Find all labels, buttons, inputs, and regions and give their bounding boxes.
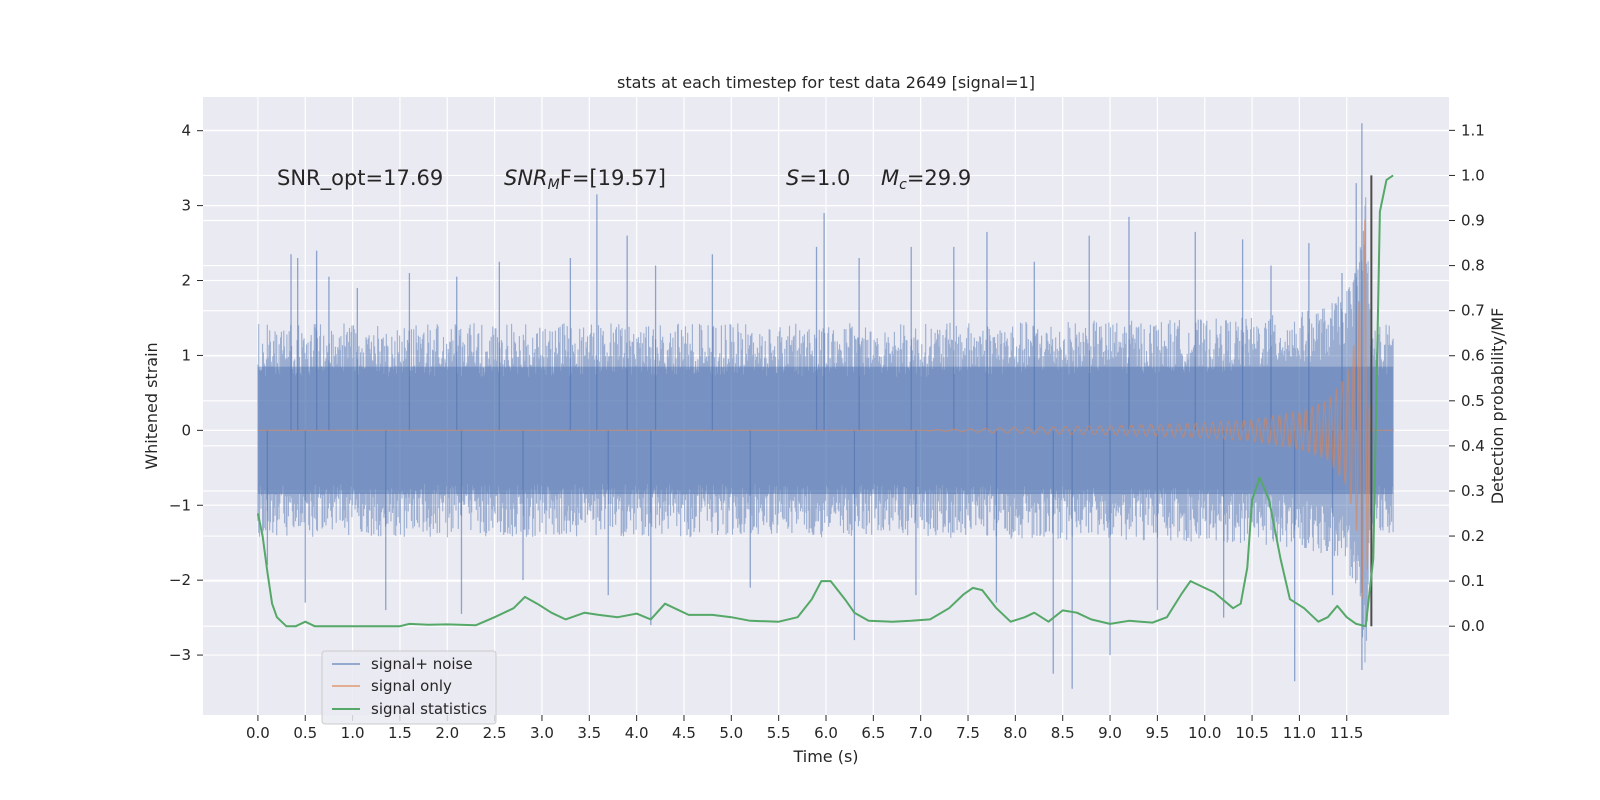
x-tick-label: 7.5 xyxy=(956,724,980,742)
y-axis-left-label: Whitened strain xyxy=(142,342,161,469)
x-tick-label: 3.5 xyxy=(577,724,601,742)
legend-box xyxy=(321,650,497,725)
x-tick-label: 5.0 xyxy=(719,724,743,742)
x-tick-label: 11.5 xyxy=(1330,724,1363,742)
y-left-tick-label: −1 xyxy=(169,496,191,514)
x-tick-label: 11.0 xyxy=(1283,724,1316,742)
x-tick-label: 10.0 xyxy=(1188,724,1221,742)
y-left-tick-label: 3 xyxy=(181,197,191,215)
x-tick-label: 6.5 xyxy=(861,724,885,742)
chart-title: stats at each timestep for test data 264… xyxy=(617,73,1035,92)
y-left-tick-label: 1 xyxy=(181,346,191,364)
x-tick-label: 5.5 xyxy=(767,724,791,742)
x-tick-label: 0.0 xyxy=(246,724,270,742)
y-left-tick-label: 4 xyxy=(181,122,191,140)
ticks-layer: 0.0 0.5 1.0 1.5 2.0 2.5 3.0 3.5 4.0 4.5 5.0 5.5 6.0 6… xyxy=(169,121,1485,742)
x-tick-label: 8.0 xyxy=(1003,724,1027,742)
y-right-tick-label: 1.1 xyxy=(1461,121,1485,139)
x-tick-label: 9.5 xyxy=(1145,724,1169,742)
annotation-snr-opt: SNR_opt=17.69 xyxy=(277,166,443,191)
annotation-layer: SNR_opt=17.69 SNRMF=[19.57] S=1.0 Mc=29.… xyxy=(277,166,971,193)
legend-label-signal-only: signal only xyxy=(371,677,452,695)
annotation-snr-mf: SNRMF=[19.57] xyxy=(504,166,666,193)
legend: signal+ noise signal only signal statist… xyxy=(321,650,497,725)
y-right-tick-label: 0.4 xyxy=(1461,437,1485,455)
x-tick-label: 9.0 xyxy=(1098,724,1122,742)
x-tick-label: 4.0 xyxy=(625,724,649,742)
y-right-tick-label: 0.8 xyxy=(1461,257,1485,275)
x-tick-label: 7.0 xyxy=(909,724,933,742)
x-tick-label: 4.5 xyxy=(672,724,696,742)
y-right-tick-label: 1.0 xyxy=(1461,166,1485,184)
x-tick-label: 6.0 xyxy=(814,724,838,742)
y-left-tick-label: 0 xyxy=(181,421,191,439)
y-right-tick-label: 0.2 xyxy=(1461,527,1485,545)
y-right-tick-label: 0.5 xyxy=(1461,392,1485,410)
y-left-tick-label: −3 xyxy=(169,646,191,664)
x-tick-label: 1.0 xyxy=(341,724,365,742)
y-left-tick-label: 2 xyxy=(181,272,191,290)
x-tick-label: 10.5 xyxy=(1235,724,1268,742)
x-axis-label: Time (s) xyxy=(792,747,858,766)
signal-statistics-line xyxy=(256,174,1394,628)
legend-label-signal-noise: signal+ noise xyxy=(371,655,473,673)
y-right-tick-label: 0.6 xyxy=(1461,347,1485,365)
y-right-tick-label: 0.7 xyxy=(1461,302,1485,320)
x-tick-label: 2.5 xyxy=(483,724,507,742)
annotation-mc: Mc=29.9 xyxy=(881,166,971,193)
y-axis-right-label: Detection probability/MF xyxy=(1488,308,1507,505)
y-right-tick-label: 0.1 xyxy=(1461,572,1485,590)
y-left-tick-label: −2 xyxy=(169,571,191,589)
x-tick-label: 3.0 xyxy=(530,724,554,742)
y-right-tick-label: 0.9 xyxy=(1461,212,1485,230)
y-right-tick-label: 0.3 xyxy=(1461,482,1485,500)
series-layer xyxy=(256,123,1395,689)
y-right-tick-label: 0.0 xyxy=(1461,617,1485,635)
x-tick-label: 0.5 xyxy=(293,724,317,742)
annotation-s: S=1.0 xyxy=(786,166,850,190)
x-tick-label: 8.5 xyxy=(1051,724,1075,742)
x-tick-label: 2.0 xyxy=(435,724,459,742)
signal-only-line xyxy=(257,219,1395,599)
legend-label-signal-statistics: signal statistics xyxy=(371,700,487,718)
x-tick-label: 1.5 xyxy=(388,724,412,742)
